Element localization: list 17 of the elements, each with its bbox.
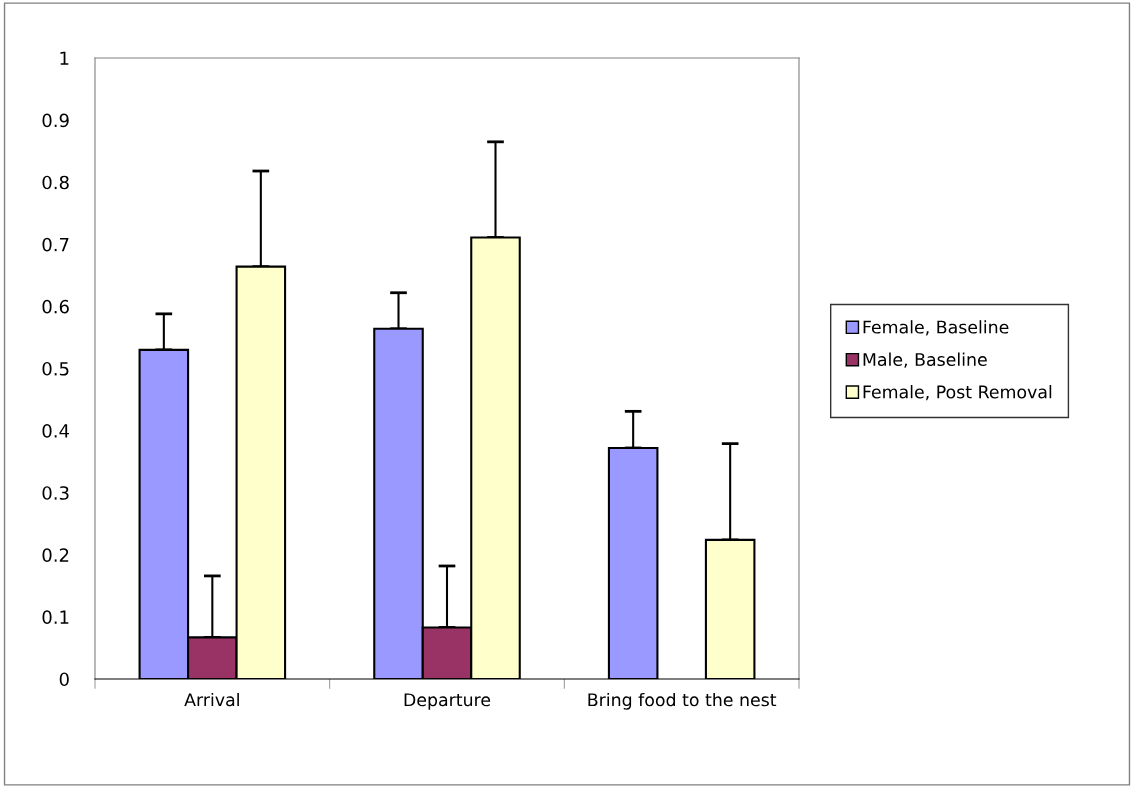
y-tick-label: 0.9 <box>42 113 69 128</box>
x-tick-label: Arrival <box>184 692 239 707</box>
y-tick-label: 0.7 <box>42 237 69 252</box>
y-tick-label: 0.4 <box>42 424 69 438</box>
y-tick-label: 0 <box>59 672 69 687</box>
y-tick-label: 1 <box>60 51 69 65</box>
y-tick-label: 0.6 <box>42 299 69 314</box>
y-tick-label: 0.3 <box>42 486 69 500</box>
legend-label: Male, Baseline <box>863 352 987 368</box>
legend-label: Female, Baseline <box>863 320 1009 336</box>
y-tick-label: 0.2 <box>42 548 69 562</box>
x-tick-label: Bring food to the nest <box>588 692 777 710</box>
y-tick-label: 0.8 <box>42 175 69 190</box>
x-tick-label: Departure <box>404 693 491 710</box>
legend-label: Female, Post Removal <box>863 385 1052 401</box>
y-tick-label: 0.5 <box>42 361 69 376</box>
y-tick-label: 0.1 <box>42 610 69 625</box>
